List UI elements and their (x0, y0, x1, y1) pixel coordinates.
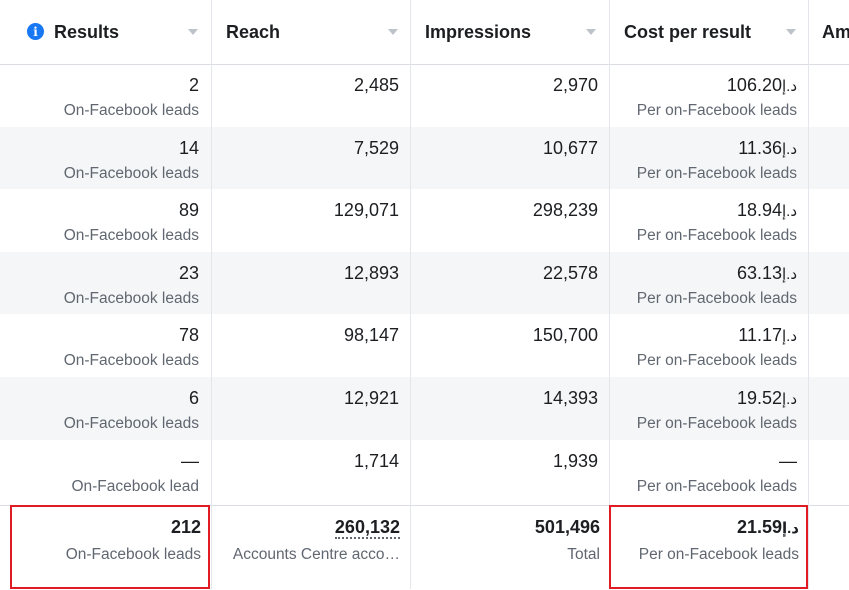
results-value: — (181, 450, 199, 471)
results-type: On-Facebook leads (63, 102, 199, 119)
table-row: 89 On-Facebook leads 129,071 298,239 18.94د.… (0, 189, 849, 252)
total-results-value: 212 (170, 517, 201, 537)
cost-type: Per on-Facebook leads (636, 352, 797, 370)
results-value: 23 (178, 262, 199, 283)
totals-row: 212 On-Facebook leads 260,132 Accounts C… (0, 505, 849, 590)
cost-type: Per on-Facebook leads (636, 415, 797, 432)
cost-value: 11.17د.إ (738, 325, 797, 346)
table-header: i Results Reach Impressions Cost per res… (0, 0, 849, 65)
table-row: — On-Facebook lead 1,714 1,939 — Per on-Faceb… (0, 440, 849, 503)
results-type: On-Facebook leads (63, 227, 199, 245)
column-divider (211, 0, 212, 589)
impressions-value: 22,578 (542, 262, 598, 283)
table-row: 78 On-Facebook leads 98,147 150,700 11.17د.إ… (0, 314, 849, 377)
cost-value: — (779, 450, 797, 471)
table-row: 23 On-Facebook leads 12,893 22,578 63.13د.إ P… (0, 251, 849, 315)
table-row: 14 On-Facebook leads 7,529 10,677 11.36د.إ Pe… (0, 126, 849, 190)
reach-value: 129,071 (333, 200, 399, 221)
total-impressions-value: 501,496 (534, 517, 600, 537)
cost-type: Per on-Facebook leads (636, 289, 797, 307)
reach-value: 98,147 (343, 325, 399, 346)
cost-type: Per on-Facebook leads (636, 227, 797, 245)
impressions-value: 10,677 (542, 137, 598, 158)
total-reach-type: Accounts Centre acco… (232, 546, 400, 563)
column-header-reach[interactable]: Reach (226, 21, 281, 42)
cost-type: Per on-Facebook leads (636, 164, 797, 182)
highlight-box-cost (609, 505, 808, 589)
cost-value: 63.13د.إ (736, 262, 797, 283)
column-divider (609, 0, 610, 589)
sort-caret-icon[interactable] (388, 29, 398, 35)
info-icon[interactable]: i (27, 23, 44, 40)
cost-type: Per on-Facebook leads (636, 102, 797, 119)
table-row: 2 On-Facebook leads 2,485 2,970 106.20د.إ Per… (0, 64, 849, 127)
cost-value: 106.20د.إ (726, 75, 797, 95)
results-type: On-Facebook leads (63, 415, 199, 432)
total-reach-value[interactable]: 260,132 (334, 517, 400, 539)
cost-type: Per on-Facebook leads (636, 477, 797, 495)
sort-caret-icon[interactable] (586, 29, 596, 35)
impressions-value: 150,700 (532, 325, 598, 346)
results-value: 2 (188, 75, 199, 95)
highlight-box-results (10, 505, 210, 589)
impressions-value: 298,239 (532, 200, 598, 221)
sort-caret-icon[interactable] (188, 29, 198, 35)
total-cost-value: 21.59د.إ (736, 517, 799, 537)
total-results-type: On-Facebook leads (65, 546, 201, 563)
column-divider (410, 0, 411, 589)
table-row: 6 On-Facebook leads 12,921 14,393 19.52د.إ Pe… (0, 377, 849, 440)
column-divider (808, 0, 809, 589)
reach-value: 1,714 (353, 450, 399, 471)
results-type: On-Facebook leads (63, 164, 199, 182)
impressions-value: 2,970 (552, 75, 598, 95)
column-header-results[interactable]: Results (54, 21, 120, 42)
column-header-impressions[interactable]: Impressions (425, 21, 532, 42)
total-impressions-type: Total (567, 546, 600, 563)
results-type: On-Facebook lead (71, 477, 199, 495)
reach-value: 12,893 (343, 262, 399, 283)
sort-caret-icon[interactable] (786, 29, 796, 35)
reach-value: 7,529 (353, 137, 399, 158)
reach-value: 12,921 (343, 388, 399, 408)
cost-value: 18.94د.إ (736, 200, 797, 221)
total-cost-type: Per on-Facebook leads (638, 546, 799, 563)
impressions-value: 1,939 (552, 450, 598, 471)
results-type: On-Facebook leads (63, 352, 199, 370)
impressions-value: 14,393 (542, 388, 598, 408)
reach-value: 2,485 (353, 75, 399, 95)
column-header-cost-per-result[interactable]: Cost per result (624, 21, 752, 42)
column-header-amount[interactable]: Am (822, 21, 849, 42)
results-value: 6 (188, 388, 199, 408)
cost-value: 19.52د.إ (736, 388, 797, 408)
results-value: 89 (178, 200, 199, 221)
cost-value: 11.36د.إ (738, 137, 797, 158)
results-type: On-Facebook leads (63, 289, 199, 307)
results-value: 78 (178, 325, 199, 346)
results-value: 14 (178, 137, 199, 158)
